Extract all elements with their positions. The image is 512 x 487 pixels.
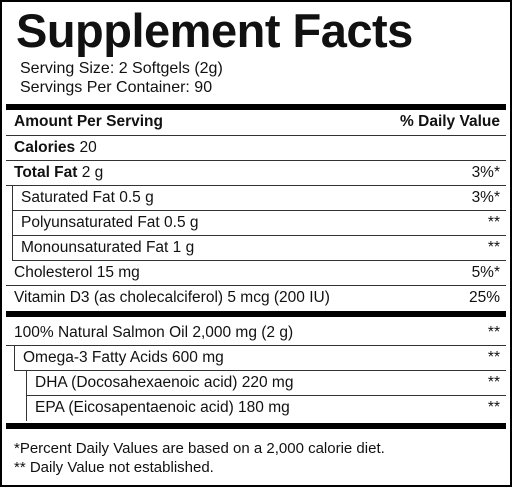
ingredient-label: 100% Natural Salmon Oil 2,000 mg (2 g) — [14, 324, 294, 341]
divider — [6, 104, 506, 110]
nutrient-row: Vitamin D3 (as cholecalciferol) 5 mcg (2… — [6, 286, 506, 311]
nutrient-label: Vitamin D3 (as cholecalciferol) 5 mcg (2… — [14, 289, 330, 306]
daily-value: 3%* — [471, 189, 500, 206]
ingredient-row: Omega-3 Fatty Acids 600 mg ** — [14, 346, 506, 371]
ingredient-row: DHA (Docosahexaenoic acid) 220 mg ** — [26, 371, 506, 396]
nutrient-row: Saturated Fat 0.5 g 3%* — [12, 186, 506, 211]
nutrient-row: Polyunsaturated Fat 0.5 g ** — [12, 211, 506, 236]
ingredient-label: DHA (Docosahexaenoic acid) 220 mg — [35, 374, 294, 391]
daily-value: ** — [487, 374, 500, 391]
nutrient-label: Polyunsaturated Fat 0.5 g — [21, 214, 199, 231]
daily-value: 5%* — [471, 264, 500, 281]
nutrient-label: Cholesterol 15 mg — [14, 264, 140, 281]
header-row: Amount Per Serving % Daily Value — [6, 110, 506, 136]
footnote: *Percent Daily Values are based on a 2,0… — [14, 440, 385, 457]
nutrient-row: Calories 20 — [6, 136, 506, 161]
daily-value: ** — [487, 349, 500, 366]
nutrient-row: Cholesterol 15 mg 5%* — [6, 261, 506, 286]
footnote: ** Daily Value not established. — [14, 459, 214, 476]
servings-per-container: Servings Per Container: 90 — [20, 79, 213, 96]
daily-value: 3%* — [471, 164, 500, 181]
serving-size: Serving Size: 2 Softgels (2g) — [20, 60, 223, 77]
nutrient-label: Total Fat — [14, 164, 78, 181]
nutrient-amount: 20 — [79, 139, 97, 156]
nutrient-label: Monounsaturated Fat 1 g — [21, 239, 195, 256]
ingredient-row: 100% Natural Salmon Oil 2,000 mg (2 g) *… — [6, 321, 506, 346]
ingredient-label: Omega-3 Fatty Acids 600 mg — [23, 349, 224, 366]
daily-value: ** — [487, 324, 500, 341]
header-daily-value: % Daily Value — [400, 113, 500, 130]
title: Supplement Facts — [16, 4, 413, 57]
nutrient-row: Total Fat 2 g 3%* — [6, 161, 506, 186]
daily-value: ** — [487, 239, 500, 256]
ingredient-label: EPA (Eicosapentaenoic acid) 180 mg — [35, 399, 290, 416]
nutrient-label: Calories — [14, 139, 76, 156]
ingredient-row: EPA (Eicosapentaenoic acid) 180 mg ** — [26, 396, 506, 421]
nutrient-row: Monounsaturated Fat 1 g ** — [12, 236, 506, 261]
divider — [6, 311, 506, 317]
daily-value: 25% — [468, 289, 500, 306]
daily-value: ** — [487, 399, 500, 416]
header-amount: Amount Per Serving — [14, 113, 163, 130]
nutrient-label: Saturated Fat 0.5 g — [21, 189, 154, 206]
daily-value: ** — [487, 214, 500, 231]
nutrient-amount: 2 g — [81, 164, 104, 181]
divider — [6, 423, 506, 429]
